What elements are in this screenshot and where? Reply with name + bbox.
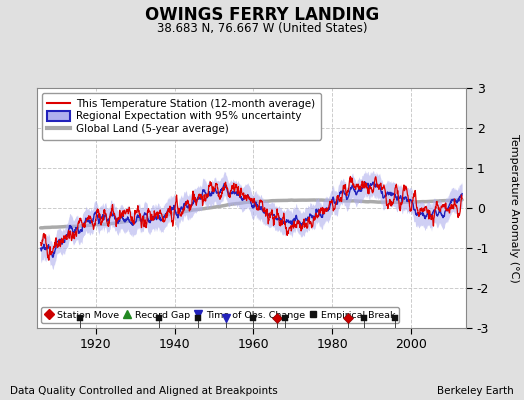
Text: 38.683 N, 76.667 W (United States): 38.683 N, 76.667 W (United States) <box>157 22 367 35</box>
Legend: Station Move, Record Gap, Time of Obs. Change, Empirical Break: Station Move, Record Gap, Time of Obs. C… <box>41 307 399 323</box>
Text: Berkeley Earth: Berkeley Earth <box>437 386 514 396</box>
Text: OWINGS FERRY LANDING: OWINGS FERRY LANDING <box>145 6 379 24</box>
Text: Data Quality Controlled and Aligned at Breakpoints: Data Quality Controlled and Aligned at B… <box>10 386 278 396</box>
Y-axis label: Temperature Anomaly (°C): Temperature Anomaly (°C) <box>509 134 519 282</box>
